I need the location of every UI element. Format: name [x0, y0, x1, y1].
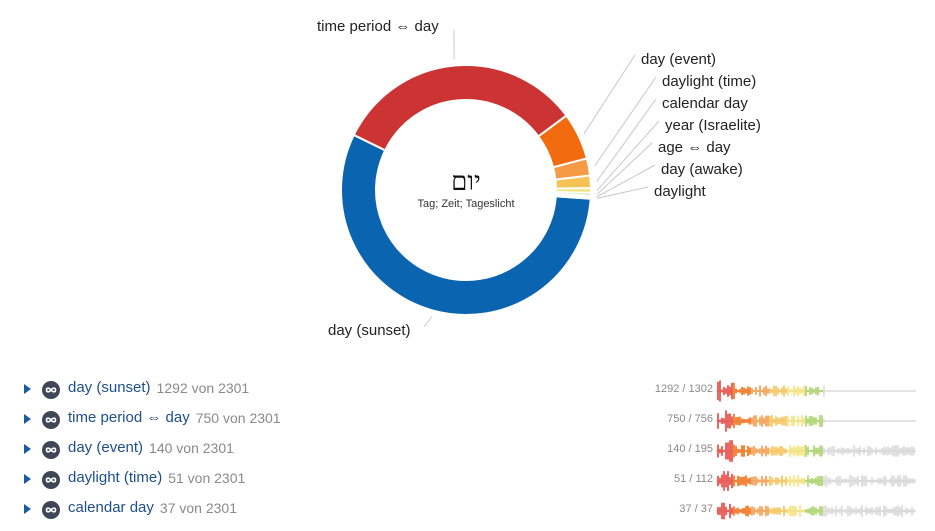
infinity-circle-icon[interactable]: [42, 471, 60, 489]
slice-labels: day (sunset) time period ⇔ day day (event)…: [317, 18, 761, 339]
count-value: 140: [149, 440, 173, 456]
center-title: יום: [451, 167, 481, 197]
slice-label: day (sunset): [328, 322, 411, 339]
infinity-circle-icon[interactable]: [42, 441, 60, 459]
distribution-sparkline: [716, 380, 916, 402]
occurrence-count: 37 von 2301: [160, 500, 237, 516]
slice-time-period-day[interactable]: [352, 64, 568, 152]
leader-line: [596, 164, 656, 198]
occurrence-count: 51 von 2301: [168, 470, 245, 486]
usage-ratio: 1292 / 1302: [654, 383, 713, 395]
sense-row[interactable]: daylight (time) 51 von 2301 51 / 112: [0, 466, 935, 496]
sense-row[interactable]: time period ⇔ day 750 von 2301 750 / 756: [0, 406, 935, 436]
sense-label[interactable]: time period ⇔ day: [68, 409, 190, 426]
of-word: von: [179, 500, 202, 516]
donut-slices: [340, 64, 593, 316]
leader-line: [596, 120, 660, 191]
distribution-sparkline: [716, 502, 916, 520]
of-word: von: [191, 380, 215, 396]
count-value: 51: [168, 470, 184, 486]
infinity-circle-icon[interactable]: [42, 411, 60, 429]
infinity-circle-icon[interactable]: [42, 381, 60, 399]
slice-label: day (event): [641, 51, 716, 68]
total-value: 2301: [218, 380, 250, 396]
usage-ratio: 51 / 112: [674, 473, 713, 485]
expand-triangle-icon[interactable]: [24, 474, 31, 484]
slice-label: age ⇔ day: [658, 139, 731, 156]
count-value: 750: [195, 410, 220, 426]
total-value: 2301: [214, 470, 246, 486]
infinity-circle-icon[interactable]: [42, 501, 60, 519]
total-value: 2301: [205, 500, 237, 516]
expand-triangle-icon[interactable]: [24, 414, 31, 424]
of-word: von: [187, 470, 211, 486]
occurrence-count: 1292 von 2301: [157, 380, 250, 396]
total-value: 2301: [249, 410, 281, 426]
usage-ratio: 140 / 195: [667, 443, 713, 455]
distribution-sparkline: [716, 410, 916, 432]
sense-label[interactable]: calendar day: [68, 499, 154, 516]
expand-triangle-icon[interactable]: [24, 444, 31, 454]
sense-row[interactable]: day (event) 140 von 2301 140 / 195: [0, 436, 935, 466]
donut-chart: day (sunset) time period ⇔ day day (event)…: [317, 18, 761, 339]
of-word: von: [176, 440, 199, 456]
leader-line: [596, 186, 649, 199]
distribution-sparkline: [716, 471, 916, 491]
occurrence-count: 140 von 2301: [149, 440, 234, 456]
leader-line: [596, 142, 653, 195]
slice-daylight[interactable]: [554, 194, 592, 200]
slice-label: time period ⇔ day: [317, 18, 439, 35]
count-value: 1292: [156, 380, 188, 396]
slice-label: calendar day: [662, 95, 748, 112]
center-subtitle: Tag; Zeit; Tageslicht: [417, 198, 514, 210]
slice-label: year (Israelite): [665, 117, 761, 134]
total-value: 2301: [202, 440, 234, 456]
sense-row[interactable]: calendar day 37 von 2301 37 / 37: [0, 496, 935, 526]
of-word: von: [222, 410, 246, 426]
leader-line: [423, 316, 433, 328]
label-leaders: [423, 29, 660, 328]
slice-label: daylight: [654, 183, 707, 200]
expand-triangle-icon[interactable]: [24, 504, 31, 514]
expand-triangle-icon[interactable]: [24, 384, 31, 394]
sense-label[interactable]: day (event): [68, 439, 144, 456]
slice-day-sunset[interactable]: [340, 133, 592, 316]
slice-label: day (awake): [661, 161, 743, 178]
leader-line: [596, 98, 657, 182]
slice-label: daylight (time): [662, 73, 756, 90]
sense-label[interactable]: daylight (time): [68, 469, 163, 486]
sense-label[interactable]: day (sunset): [68, 379, 151, 396]
leader-line: [583, 54, 636, 134]
sense-row[interactable]: day (sunset) 1292 von 2301 1292 / 1302: [0, 376, 935, 406]
occurrence-count: 750 von 2301: [196, 410, 281, 426]
leader-line: [594, 76, 657, 167]
usage-ratio: 750 / 756: [667, 413, 713, 425]
distribution-sparkline: [716, 440, 916, 462]
count-value: 37: [159, 500, 176, 516]
usage-ratio: 37 / 37: [679, 503, 713, 515]
